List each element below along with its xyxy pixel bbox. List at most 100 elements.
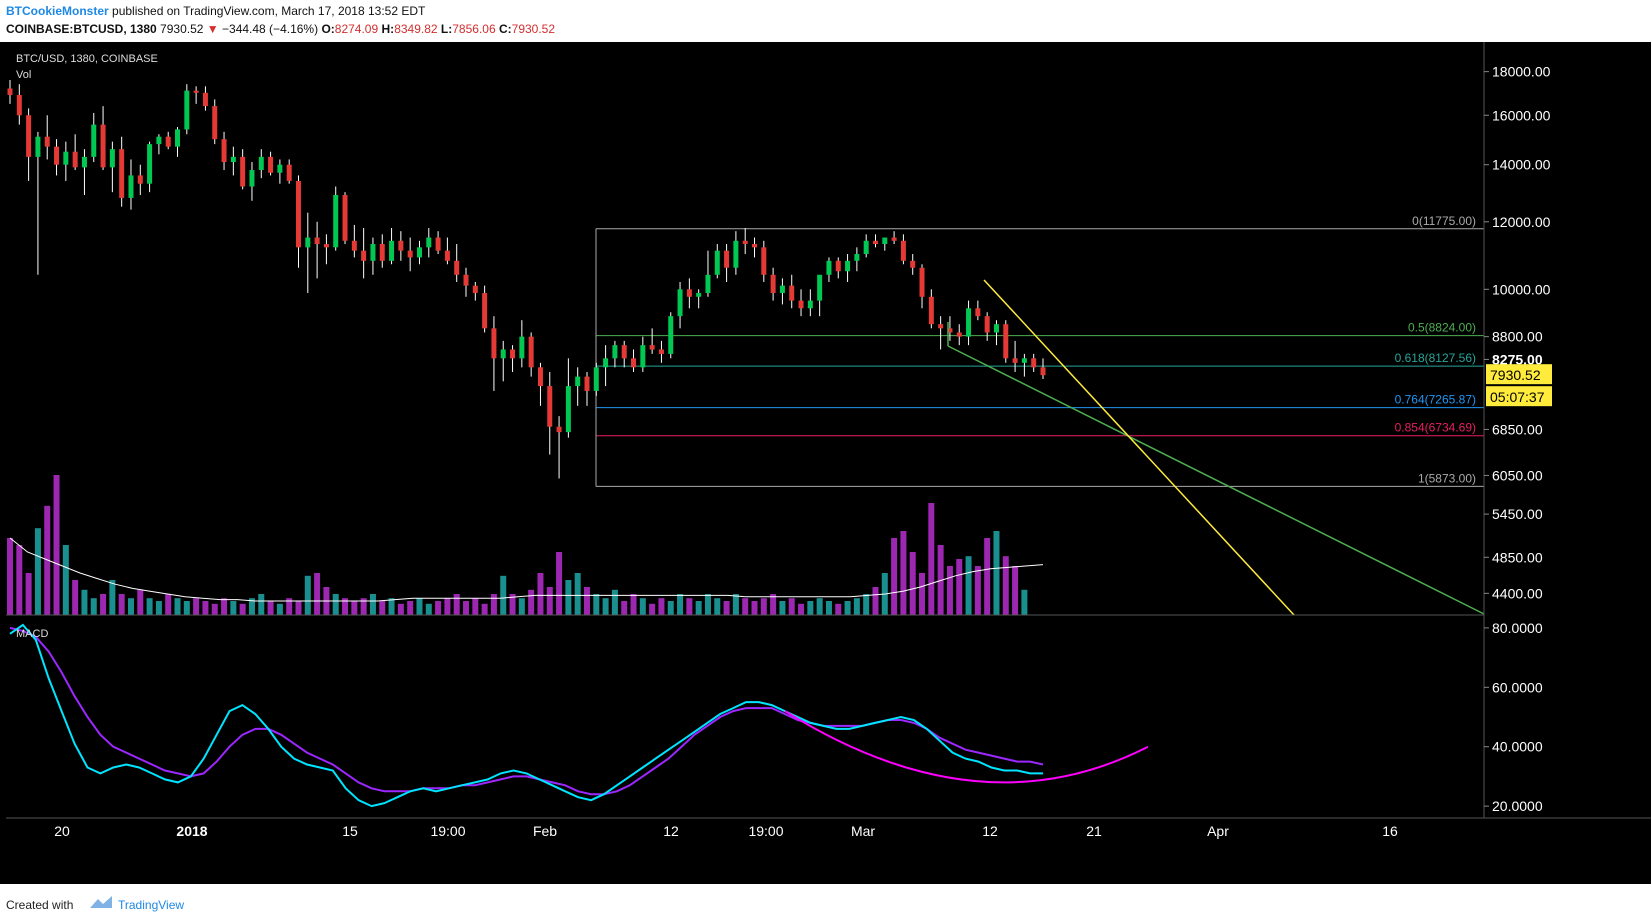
volume-bar — [463, 601, 470, 615]
time-tick-label: 12 — [663, 823, 679, 839]
candle-body — [249, 170, 255, 187]
volume-bar — [435, 601, 442, 615]
candle-body — [547, 386, 553, 427]
down-arrow-icon: ▼ — [206, 22, 219, 36]
high-label: H: — [381, 22, 395, 36]
candle-body — [482, 293, 488, 329]
candle-body — [845, 260, 851, 272]
price-tick-label: 8275.00 — [1492, 351, 1543, 367]
candle-body — [137, 175, 143, 184]
candle-body — [668, 316, 674, 354]
candle-body — [342, 195, 348, 241]
time-tick-label: 19:00 — [748, 823, 783, 839]
price-change: −344.48 (−4.16%) — [222, 22, 319, 36]
volume-bar — [891, 538, 898, 615]
volume-bar — [127, 598, 134, 615]
candle-body — [938, 324, 944, 329]
candle-body — [314, 237, 320, 245]
candle-body — [807, 300, 813, 309]
candle-body — [705, 274, 711, 294]
author-link[interactable]: BTCookieMonster — [6, 4, 109, 18]
volume-bar — [155, 601, 162, 615]
open-label: O: — [321, 22, 335, 36]
footer: Created with TradingView — [0, 884, 1651, 924]
fib-level-label: 0.5(8824.00) — [1408, 321, 1476, 335]
volume-label: Vol — [16, 69, 31, 81]
volume-bar — [704, 594, 711, 615]
symbol-label: COINBASE:BTCUSD, 1380 — [6, 22, 157, 36]
tradingview-link[interactable]: TradingView — [118, 898, 185, 912]
price-tick-label: 4850.00 — [1492, 549, 1543, 565]
candle-body — [184, 90, 190, 130]
volume-bar — [230, 601, 237, 615]
volume-bar — [379, 601, 386, 615]
candle-body — [268, 156, 274, 173]
volume-bar — [732, 594, 739, 615]
candle-body — [295, 180, 301, 248]
candle-body — [742, 240, 748, 245]
volume-bar — [770, 594, 777, 615]
volume-bar — [481, 603, 488, 615]
volume-bar — [751, 601, 758, 615]
volume-bar — [146, 598, 153, 615]
volume-bar — [844, 601, 851, 615]
price-chart[interactable]: 0(11775.00) 0.5(8824.00) 0.618(8127.56) 0.7… — [0, 42, 1651, 884]
volume-bar — [760, 598, 767, 615]
volume-bar — [286, 598, 293, 615]
volume-bar — [630, 594, 637, 615]
candle-body — [779, 285, 785, 294]
volume-bar — [853, 598, 860, 615]
candle-body — [416, 247, 422, 258]
volume-bar — [90, 598, 97, 615]
price-tick-label: 8800.00 — [1492, 329, 1543, 345]
candle-body — [333, 195, 339, 248]
time-tick-label: 19:00 — [430, 823, 465, 839]
volume-bar — [788, 598, 795, 615]
price-tick-label: 10000.00 — [1492, 281, 1551, 297]
volume-bar — [825, 601, 832, 615]
low-label: L: — [440, 22, 453, 36]
candle-body — [26, 115, 32, 157]
candle-body — [1031, 358, 1037, 368]
candle-body — [575, 376, 581, 387]
volume-bar — [34, 528, 41, 615]
volume-bar — [872, 587, 879, 615]
volume-bar — [965, 556, 972, 615]
candle-body — [491, 328, 497, 359]
candle-body — [714, 250, 720, 275]
volume-bar — [174, 598, 181, 615]
fib-level-label: 0.618(8127.56) — [1395, 351, 1476, 365]
candle-body — [724, 250, 730, 268]
macd-tick-label: 20.0000 — [1492, 798, 1543, 814]
volume-bar — [118, 594, 125, 615]
drawings[interactable] — [947, 279, 1485, 616]
volume-bar — [453, 594, 460, 615]
curve-drawing — [784, 710, 1149, 784]
price-tick-label: 6850.00 — [1492, 421, 1543, 437]
volume-bar — [546, 587, 553, 615]
chart-header: BTCookieMonster published on TradingView… — [0, 0, 1651, 42]
candle-body — [500, 349, 506, 359]
volume-bar — [81, 589, 88, 615]
volume-bar — [7, 538, 13, 615]
candle-body — [910, 260, 916, 268]
macd-tick-label: 80.0000 — [1492, 620, 1543, 636]
candle-body — [398, 240, 404, 251]
candle-body — [212, 106, 218, 140]
candle-body — [91, 124, 97, 157]
macd-pane — [9, 623, 1149, 808]
time-tick-label: 2018 — [176, 823, 207, 839]
volume-bar — [528, 589, 535, 615]
volume-ma-line — [9, 537, 1044, 602]
volume-bar — [295, 601, 302, 615]
candle-body — [696, 293, 702, 297]
volume-bar — [723, 601, 730, 615]
candle-body — [7, 88, 13, 95]
candle-body — [1012, 358, 1018, 363]
candle-body — [593, 367, 599, 391]
fibonacci-retracement[interactable]: 0(11775.00) 0.5(8824.00) 0.618(8127.56) 0.7… — [595, 214, 1484, 487]
time-tick-label: 12 — [982, 823, 998, 839]
open-value: 8274.09 — [334, 22, 379, 36]
volume-bar — [407, 601, 414, 615]
candle-body — [956, 332, 962, 337]
